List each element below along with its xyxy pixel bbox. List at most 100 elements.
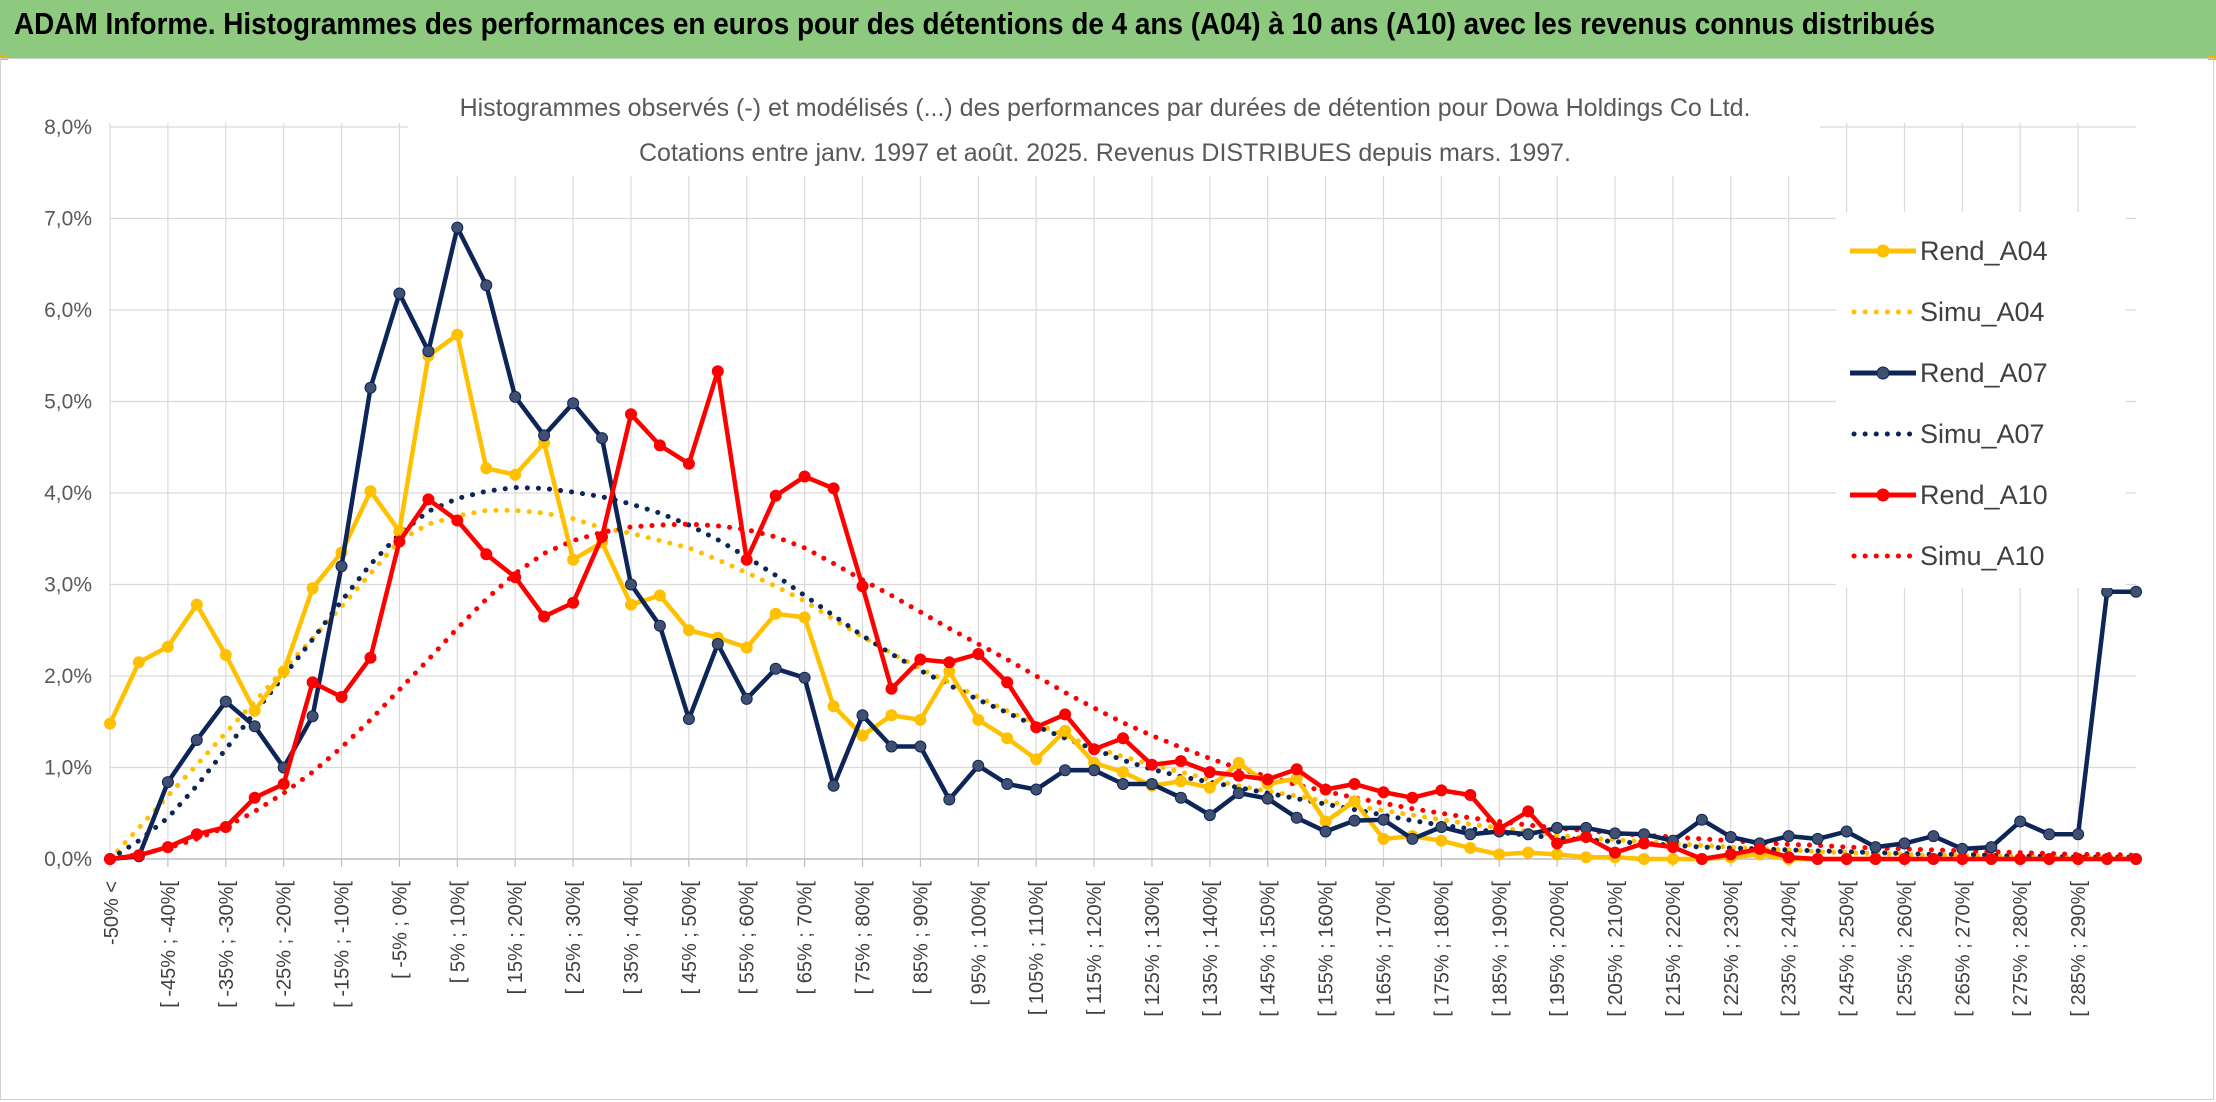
data-point [1985,853,1998,865]
data-point [1117,778,1129,790]
data-point [1956,842,1969,855]
data-point [1811,832,1824,845]
data-point [1985,841,1998,854]
y-tick-label: 4,0% [44,482,92,505]
data-point [161,776,174,789]
x-tick-label: [ -35% ; -30%[ [216,881,238,1008]
data-point [248,704,261,717]
data-point [682,713,695,725]
data-point [1464,842,1477,854]
data-point [914,653,927,666]
x-tick-label: [ 105% ; 110%[ [1026,881,1048,1016]
data-point [1145,758,1158,771]
legend-label: Rend_A04 [1920,236,2048,266]
data-point [364,651,377,664]
data-point [1522,805,1535,818]
data-point [740,641,753,654]
data-point [1724,831,1737,843]
data-point [1695,813,1708,826]
data-point [827,700,840,713]
y-tick-label: 5,0% [44,391,92,414]
grid [109,123,2136,860]
data-point [161,640,174,653]
data-point [798,611,811,624]
data-point [480,462,493,475]
y-tick-label: 7,0% [44,208,92,231]
data-point [1203,781,1216,794]
series-layer [104,221,2142,865]
data-point [1811,853,1824,865]
data-point [2072,828,2085,841]
x-tick-label: [ -5% ; 0%[ [389,881,411,979]
data-point [1898,853,1911,865]
report-header: ADAM Informe. Histogrammes des performan… [0,0,2216,58]
title-backdrop [408,92,1820,176]
data-point [2014,815,2027,828]
data-point [451,328,464,341]
x-tick-label: [ 275% ; 280%[ [2010,881,2032,1017]
data-point [1348,795,1361,808]
data-point [1927,853,1940,865]
legend-label: Rend_A07 [1920,358,2048,388]
data-point [1724,848,1737,861]
data-point [1464,789,1477,801]
x-tick-label: [ 175% ; 180%[ [1431,881,1453,1017]
data-point [393,287,406,300]
data-point [625,578,637,591]
data-point [306,676,319,689]
data-point [132,849,145,862]
data-point [2130,585,2142,598]
data-point [1290,811,1303,824]
data-point [306,582,319,595]
data-point [1927,830,1940,843]
data-point [422,493,435,506]
y-tick-label: 1,0% [44,757,92,780]
x-tick-label: [ 5% ; 10%[ [447,881,469,984]
data-point [132,656,145,669]
data-point [2043,853,2056,865]
x-tick-label: [ 65% ; 70%[ [795,881,817,995]
data-point [1174,775,1187,788]
data-point [1840,853,1853,865]
data-point [1638,837,1650,850]
x-tick-label: [ 135% ; 140%[ [1200,881,1222,1017]
data-point [914,713,927,726]
data-point [740,553,753,566]
data-point [567,596,580,609]
legend-item-Simu_A10: Simu_A10 [1851,541,2045,571]
data-point [364,381,377,394]
data-point [509,571,522,584]
data-point [451,221,464,234]
data-point [1840,825,1853,838]
series-line [107,507,2139,862]
data-point [625,598,637,611]
x-tick-label: [ 95% ; 100%[ [968,881,990,1006]
data-point [1232,787,1245,800]
x-tick-label: [ 195% ; 200%[ [1547,881,1569,1017]
data-point [1956,853,1969,865]
data-point [856,580,869,593]
data-point [161,841,174,854]
data-point [1030,721,1043,734]
data-point [1319,815,1332,828]
series-Simu_A10 [107,521,2139,862]
legend-label: Simu_A04 [1920,297,2045,327]
data-point [1609,846,1621,859]
data-point [1174,755,1187,768]
x-tick-label: [ 155% ; 160%[ [1316,881,1338,1017]
x-tick-label: [ 245% ; 250%[ [1837,881,1859,1017]
x-tick-label: [ 55% ; 60%[ [737,881,759,995]
data-point [480,279,493,292]
data-point [1261,773,1274,786]
data-point [1435,834,1448,847]
x-tick-label: [ 205% ; 210%[ [1605,881,1627,1017]
legend-item-Simu_A04: Simu_A04 [1851,297,2045,327]
data-point [596,530,608,543]
data-point [1174,791,1187,804]
data-point [856,729,869,742]
data-point [1377,786,1390,799]
x-tick-label: [ 235% ; 240%[ [1779,881,1801,1017]
y-tick-label: 0,0% [44,848,92,871]
data-point [914,740,927,753]
